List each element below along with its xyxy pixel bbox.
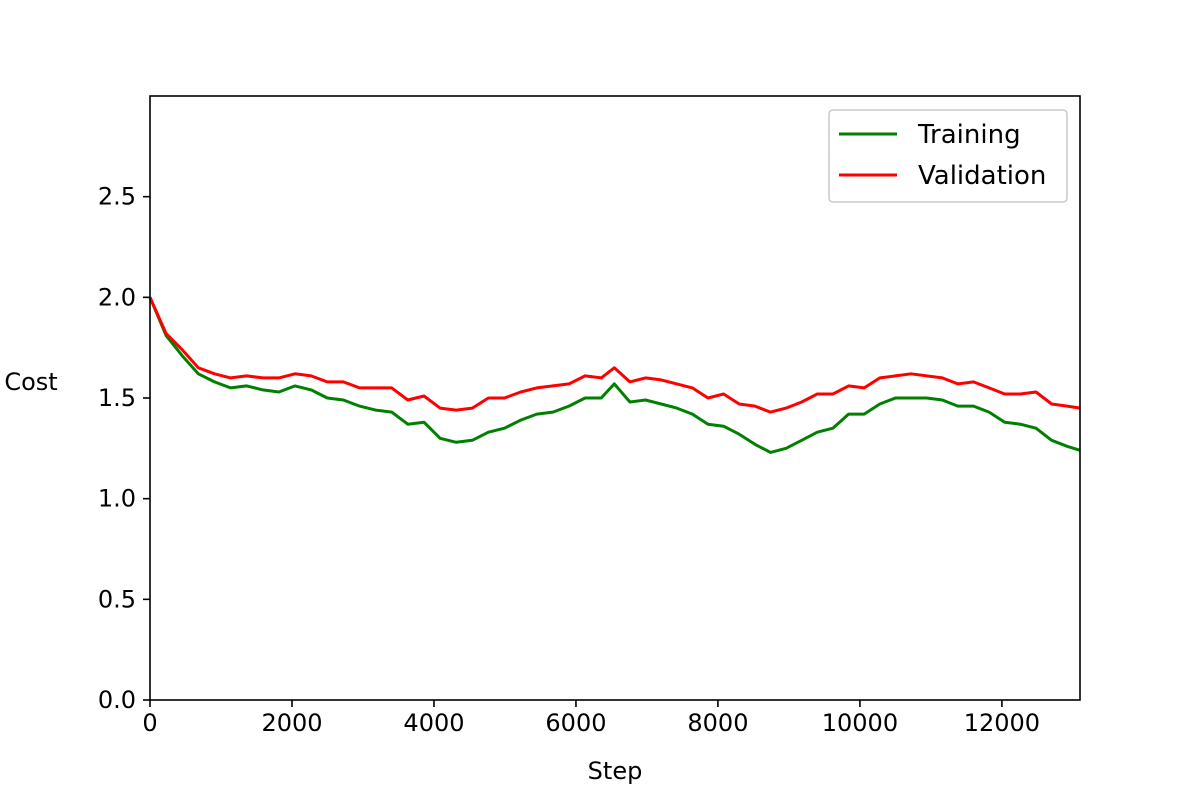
series-layer (148, 296, 1081, 454)
legend-label-validation: Validation (918, 161, 1046, 191)
y-axis-label: Cost (4, 368, 57, 396)
x-tick-label: 10000 (822, 709, 898, 737)
y-tick-label: 0.0 (98, 686, 136, 714)
x-tick-label: 4000 (403, 709, 464, 737)
y-tick-label: 0.5 (98, 585, 136, 613)
series-line-validation (148, 296, 1081, 414)
x-tick-label: 0 (142, 709, 157, 737)
x-tick-label: 8000 (687, 709, 748, 737)
x-tick-label: 12000 (964, 709, 1040, 737)
x-axis: 0 2000 4000 6000 8000 10000 12000 (142, 700, 1040, 737)
y-axis: 0.0 0.5 1.0 1.5 2.0 2.5 (98, 183, 150, 714)
x-tick-label: 6000 (545, 709, 606, 737)
y-tick-label: 2.0 (98, 283, 136, 311)
y-tick-label: 1.5 (98, 384, 136, 412)
legend: Training Validation (828, 109, 1068, 203)
legend-label-training: Training (917, 120, 1021, 150)
series-line-training (148, 296, 1081, 454)
y-tick-label: 2.5 (98, 183, 136, 211)
y-tick-label: 1.0 (98, 485, 136, 513)
x-tick-label: 2000 (261, 709, 322, 737)
x-axis-label: Step (588, 757, 643, 785)
